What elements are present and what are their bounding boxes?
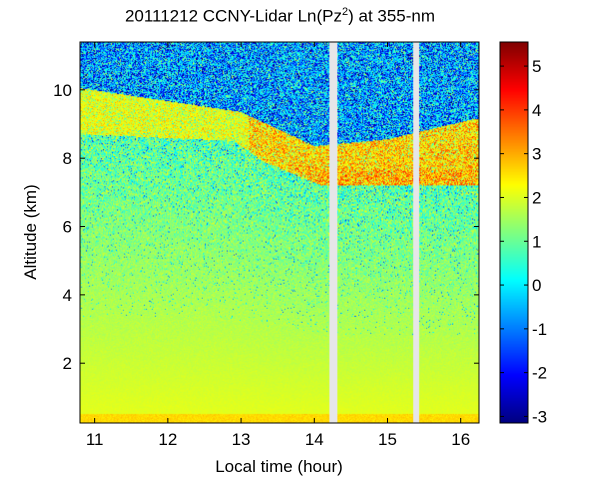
colorbar: -3 -2 -1 0 1 2 3 4 5 [500,42,547,426]
x-tick-label: 14 [305,430,324,449]
y-tick-label: 10 [53,81,72,100]
x-tick-label: 13 [232,430,251,449]
heatmap-image [80,42,479,423]
colorbar-tick-label: -2 [532,364,547,383]
y-tick-label: 8 [63,149,72,168]
colorbar-tick-label: -3 [532,407,547,426]
colorbar-tick-label: 0 [532,276,541,295]
colorbar-gradient [500,42,528,423]
x-tick-label: 11 [86,430,104,449]
colorbar-tick-label: 2 [532,188,541,207]
heatmap-plot-area [80,42,479,423]
colorbar-tick-label: 5 [532,57,541,76]
colorbar-tick-label: 1 [532,232,541,251]
colorbar-tick-label: -1 [532,320,547,339]
y-tick-label: 6 [63,218,72,237]
y-tick-label: 4 [63,286,72,305]
x-tick-label: 12 [158,430,177,449]
y-tick-label: 2 [63,354,72,373]
x-tick-label: 15 [378,430,397,449]
colorbar-tick-label: 3 [532,145,541,164]
colorbar-tick-label: 4 [532,101,541,120]
x-tick-label: 16 [451,430,470,449]
y-axis-label: Altitude (km) [21,184,40,279]
x-axis-label: Local time (hour) [215,457,343,476]
